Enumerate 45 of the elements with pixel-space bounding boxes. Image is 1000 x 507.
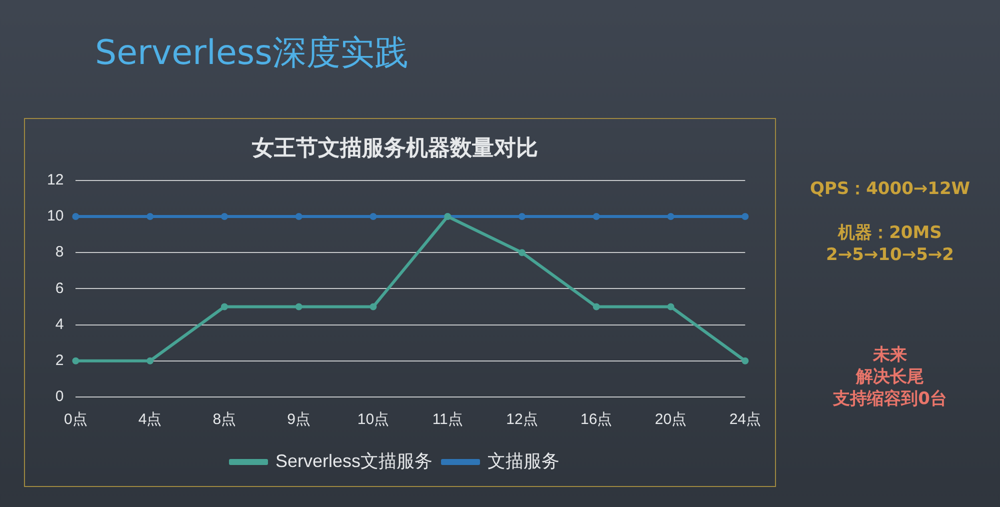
point [220, 213, 228, 220]
y-tick-label: 10 [46, 208, 64, 225]
text: QPS：4000→12W [808, 178, 972, 200]
point [72, 357, 80, 364]
point [518, 249, 526, 256]
point [518, 213, 526, 220]
point [667, 303, 674, 310]
point [295, 303, 302, 310]
y-tick-label: 6 [55, 280, 64, 297]
y-tick-label: 8 [55, 244, 64, 261]
x-tick-label: 11点 [432, 411, 463, 428]
point [742, 213, 749, 220]
point [370, 303, 377, 310]
x-tick-label: 24点 [729, 411, 761, 428]
x-tick-label: 16点 [580, 411, 612, 428]
point [667, 213, 674, 220]
point [370, 213, 377, 220]
point [146, 213, 154, 220]
x-tick-label: 0点 [64, 411, 88, 428]
point [295, 213, 302, 220]
text: 机器：20MS [836, 222, 943, 244]
x-tick-label: 10点 [357, 411, 390, 428]
point [72, 213, 80, 220]
legend-label: 文描服务 [488, 450, 560, 471]
y-tick-label: 4 [55, 316, 64, 333]
point [146, 357, 154, 364]
x-tick-label: 8点 [212, 411, 236, 428]
chart-title: 女王节文描服务机器数量对比 [251, 134, 538, 161]
point [592, 213, 600, 220]
y-tick-label: 12 [46, 172, 64, 189]
x-tick-label: 20点 [654, 411, 687, 428]
x-tick-label: 9点 [287, 411, 311, 428]
legend-label: Serverless文描服务 [275, 450, 433, 471]
point [592, 303, 600, 310]
point [220, 303, 228, 310]
x-tick-label: 4点 [138, 411, 162, 428]
text: 支持缩容到0台 [832, 388, 948, 410]
text: Serverless深度实践 [95, 32, 408, 75]
y-tick-label: 0 [55, 388, 64, 406]
y-tick-label: 2 [55, 352, 64, 370]
text: 解决长尾 [854, 366, 925, 388]
x-tick-label: 12点 [506, 411, 538, 428]
point [742, 357, 749, 364]
text: 未来 [872, 344, 908, 366]
text: 2→5→10→5→2 [825, 244, 955, 266]
